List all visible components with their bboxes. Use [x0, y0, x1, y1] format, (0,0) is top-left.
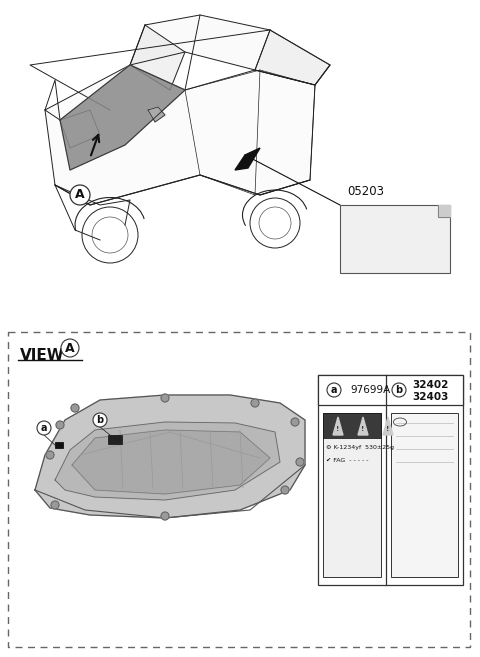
- Text: !: !: [361, 426, 365, 432]
- Circle shape: [51, 501, 59, 509]
- Polygon shape: [333, 417, 343, 435]
- Polygon shape: [60, 65, 185, 170]
- Text: ⚙ K-1234yf  530±25g: ⚙ K-1234yf 530±25g: [326, 445, 394, 451]
- Polygon shape: [35, 395, 305, 518]
- Circle shape: [251, 399, 259, 407]
- Text: ✔ FAG  - - - - -: ✔ FAG - - - - -: [326, 457, 369, 463]
- Circle shape: [392, 383, 406, 397]
- Bar: [323, 413, 381, 438]
- Circle shape: [296, 458, 304, 466]
- Bar: [391, 413, 458, 577]
- Bar: [318, 375, 463, 585]
- Text: b: b: [396, 385, 403, 395]
- Bar: [340, 205, 450, 273]
- Circle shape: [291, 418, 299, 426]
- Polygon shape: [255, 30, 330, 85]
- Circle shape: [93, 413, 107, 427]
- Polygon shape: [383, 417, 393, 435]
- Circle shape: [61, 339, 79, 357]
- Polygon shape: [45, 65, 315, 205]
- Polygon shape: [55, 422, 280, 500]
- Text: 05203: 05203: [347, 185, 384, 198]
- Circle shape: [56, 421, 64, 429]
- Circle shape: [37, 421, 51, 435]
- Text: a: a: [41, 423, 47, 433]
- Text: VIEW: VIEW: [20, 348, 65, 363]
- Text: A: A: [75, 189, 85, 202]
- Text: 32403: 32403: [412, 392, 448, 402]
- Text: !: !: [336, 426, 340, 432]
- Circle shape: [161, 394, 169, 402]
- Polygon shape: [438, 205, 450, 217]
- Polygon shape: [72, 430, 270, 494]
- Bar: [8, 332, 470, 647]
- Bar: [55, 442, 63, 448]
- Text: 32402: 32402: [412, 380, 448, 390]
- Polygon shape: [148, 107, 165, 122]
- Polygon shape: [130, 25, 185, 90]
- Text: A: A: [65, 342, 75, 355]
- Circle shape: [281, 486, 289, 494]
- Bar: [318, 375, 463, 405]
- Circle shape: [161, 512, 169, 520]
- Polygon shape: [130, 15, 330, 85]
- Circle shape: [71, 404, 79, 412]
- Text: 97699A: 97699A: [350, 385, 390, 395]
- Polygon shape: [358, 417, 368, 435]
- Bar: [108, 435, 122, 444]
- Text: b: b: [96, 415, 104, 425]
- Circle shape: [46, 451, 54, 459]
- Circle shape: [327, 383, 341, 397]
- Text: !: !: [386, 426, 390, 432]
- Polygon shape: [235, 148, 260, 170]
- Circle shape: [70, 185, 90, 205]
- Text: a: a: [331, 385, 337, 395]
- Bar: [323, 413, 381, 577]
